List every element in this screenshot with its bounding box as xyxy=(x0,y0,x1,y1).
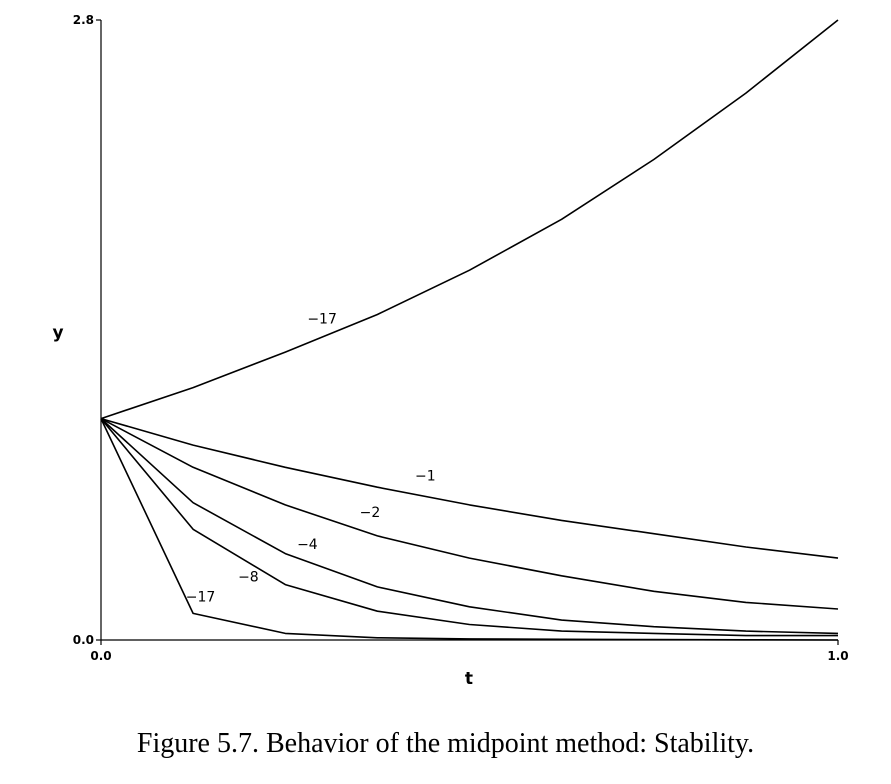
figure-caption: Figure 5.7. Behavior of the midpoint met… xyxy=(136,728,755,759)
curve-label-5: −17 xyxy=(186,589,216,605)
stability-chart: 2.8 0.0 0.0 1.0 y t −17 −1 −2 −4 −8 −17 xyxy=(52,13,848,689)
series-line-0 xyxy=(100,19,839,420)
curve-label-3: −4 xyxy=(297,537,318,553)
axes: 2.8 0.0 0.0 1.0 y t xyxy=(52,13,848,689)
y-tick-label-bottom: 0.0 xyxy=(73,633,94,647)
series-line-5 xyxy=(100,418,839,641)
series-line-1 xyxy=(100,417,839,559)
curve-label-1: −1 xyxy=(415,469,436,485)
curve-label-layer: −17 −1 −2 −4 −8 −17 xyxy=(186,311,436,605)
y-tick-label-top: 2.8 xyxy=(73,13,94,27)
curve-label-4: −8 xyxy=(238,569,259,585)
series-line-4 xyxy=(100,418,838,637)
y-axis-label: y xyxy=(52,323,63,343)
curve-label-2: −2 xyxy=(360,505,381,521)
curve-label-0: −17 xyxy=(307,311,337,327)
x-tick-label-left: 0.0 xyxy=(90,649,111,663)
x-tick-label-right: 1.0 xyxy=(827,649,848,663)
series-layer xyxy=(100,19,839,641)
x-axis-label: t xyxy=(465,669,473,689)
series-line-3 xyxy=(100,418,839,635)
series-line-2 xyxy=(100,417,839,610)
